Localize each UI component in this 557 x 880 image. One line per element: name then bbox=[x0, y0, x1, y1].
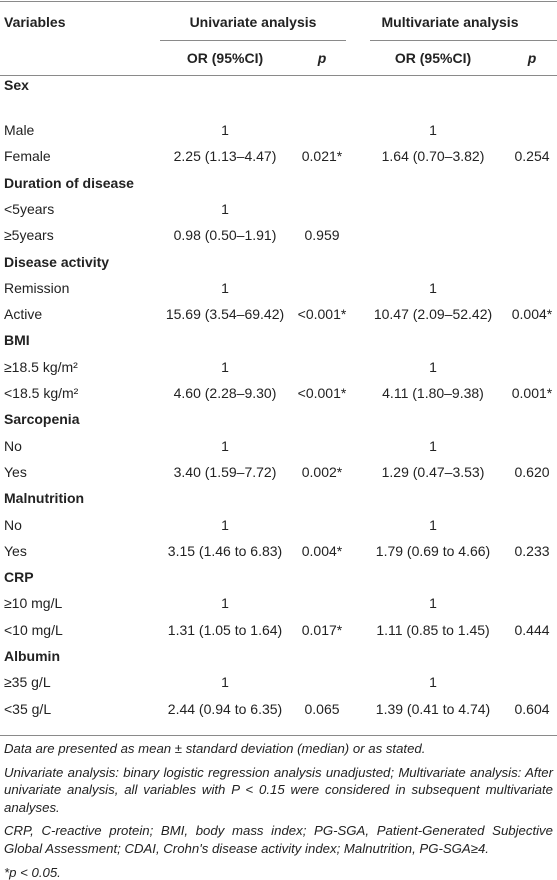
header: Variables bbox=[4, 14, 66, 30]
section-label: Duration of disease bbox=[4, 174, 134, 191]
cell: 0.233 bbox=[514, 542, 550, 559]
row-label: ≥35 g/L bbox=[4, 674, 51, 691]
cell: 1.39 (0.41 to 4.74) bbox=[375, 700, 491, 717]
cell: 1.29 (0.47–3.53) bbox=[381, 463, 485, 480]
footnote: *p < 0.05. bbox=[4, 864, 61, 880]
cell: <0.001* bbox=[297, 306, 347, 323]
cell: 3.15 (1.46 to 6.83) bbox=[167, 542, 283, 559]
row-label: Remission bbox=[4, 279, 70, 296]
section-label: BMI bbox=[4, 332, 30, 349]
cell: 1 bbox=[429, 516, 437, 533]
cell: 0.065 bbox=[304, 700, 340, 717]
cell: 1 bbox=[429, 674, 437, 691]
row-label: Yes bbox=[4, 463, 27, 480]
cell: 1 bbox=[221, 674, 229, 691]
cell: 0.620 bbox=[514, 463, 550, 480]
header: OR (95%CI) bbox=[394, 50, 472, 66]
row-label: No bbox=[4, 516, 22, 533]
section-label: Malnutrition bbox=[4, 490, 85, 507]
cell: 1 bbox=[429, 437, 437, 454]
cell: 1 bbox=[221, 122, 229, 138]
header: p bbox=[317, 50, 327, 66]
header: p bbox=[527, 50, 537, 66]
footnotes: Data are presented as mean ± standard de… bbox=[4, 740, 553, 880]
row-label: Yes bbox=[4, 542, 27, 559]
cell: 10.47 (2.09–52.42) bbox=[373, 306, 493, 323]
row-label: ≥5years bbox=[4, 227, 54, 244]
rule bbox=[0, 75, 557, 76]
row-label: Active bbox=[4, 306, 43, 323]
cell: 1 bbox=[429, 279, 437, 296]
cell: 1.31 (1.05 to 1.64) bbox=[167, 621, 283, 638]
cell: 2.44 (0.94 to 6.35) bbox=[167, 700, 283, 717]
cell: 0.98 (0.50–1.91) bbox=[173, 227, 277, 244]
cell: 1.79 (0.69 to 4.66) bbox=[375, 542, 491, 559]
header: Univariate analysis bbox=[189, 14, 317, 30]
cell: 0.604 bbox=[514, 700, 550, 717]
row-label: No bbox=[4, 437, 22, 454]
cell: 0.004* bbox=[511, 306, 553, 323]
cell: 0.002* bbox=[301, 463, 343, 480]
cell: 1 bbox=[429, 122, 437, 138]
cell: 1 bbox=[221, 595, 229, 612]
rule bbox=[0, 1, 557, 2]
section-label: Sarcopenia bbox=[4, 411, 80, 428]
rule bbox=[0, 735, 557, 736]
cell: 4.11 (1.80–9.38) bbox=[382, 385, 484, 401]
cell: 0.017* bbox=[301, 621, 343, 638]
footnote: Univariate analysis: binary logistic reg… bbox=[4, 764, 553, 815]
row-label: ≥10 mg/L bbox=[4, 595, 63, 612]
rule bbox=[160, 40, 346, 41]
rule bbox=[370, 40, 557, 41]
cell: 1.11 (0.85 to 1.45) bbox=[376, 621, 490, 638]
header: OR (95%CI) bbox=[186, 50, 264, 66]
row-label: <5years bbox=[4, 200, 55, 217]
section-label: Disease activity bbox=[4, 253, 110, 270]
section-label: Sex bbox=[4, 77, 29, 93]
cell: <0.001* bbox=[297, 385, 347, 401]
cell: 1 bbox=[221, 358, 229, 375]
row-label: <10 mg/L bbox=[4, 621, 63, 638]
row-label: Female bbox=[4, 148, 51, 165]
cell: 1 bbox=[221, 437, 229, 454]
cell: 0.444 bbox=[514, 621, 550, 638]
row-label: <18.5 kg/m² bbox=[4, 385, 79, 401]
cell: 1 bbox=[429, 595, 437, 612]
footnote: Data are presented as mean ± standard de… bbox=[4, 741, 426, 756]
footnote: CRP, C-reactive protein; BMI, body mass … bbox=[4, 823, 553, 856]
cell: 1 bbox=[221, 516, 229, 533]
cell: 0.001* bbox=[511, 385, 553, 401]
section-label: Albumin bbox=[4, 648, 60, 664]
cell: 4.60 (2.28–9.30) bbox=[173, 385, 277, 401]
cell: 1 bbox=[221, 279, 229, 296]
cell: 3.40 (1.59–7.72) bbox=[173, 463, 277, 480]
cell: 0.004* bbox=[301, 542, 343, 559]
cell: 0.254 bbox=[514, 148, 550, 165]
cell: 0.021* bbox=[301, 148, 343, 165]
cell: 1 bbox=[221, 200, 229, 217]
row-label: ≥18.5 kg/m² bbox=[4, 358, 78, 375]
section-label: CRP bbox=[4, 569, 34, 586]
row-label: <35 g/L bbox=[4, 700, 52, 717]
row-label: Male bbox=[4, 122, 35, 138]
header: Multivariate analysis bbox=[381, 14, 519, 30]
cell: 15.69 (3.54–69.42) bbox=[165, 306, 285, 323]
cell: 1 bbox=[429, 358, 437, 375]
cell: 0.959 bbox=[304, 227, 340, 244]
cell: 2.25 (1.13–4.47) bbox=[173, 148, 277, 165]
cell: 1.64 (0.70–3.82) bbox=[381, 148, 485, 165]
